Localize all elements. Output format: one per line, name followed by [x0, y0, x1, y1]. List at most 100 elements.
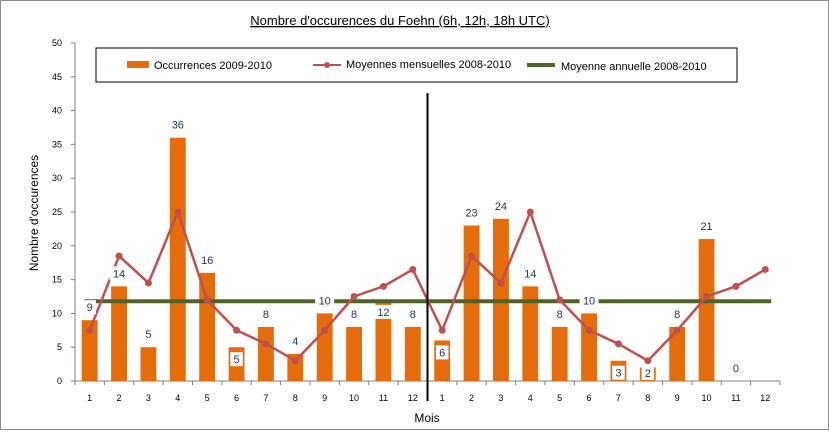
monthly-average-point [144, 279, 152, 287]
x-tick-label: 9 [322, 393, 327, 403]
monthly-average-point [291, 357, 299, 365]
x-tick-label: 11 [379, 393, 388, 403]
monthly-average-point [526, 208, 534, 216]
legend-label-monthly-avg: Moyennes mensuelles 2008-2010 [346, 59, 511, 71]
y-axis-label: Nombre d'occurences [27, 155, 41, 271]
data-label-box [142, 327, 155, 342]
data-label: 10 [319, 295, 331, 307]
data-label: 4 [292, 336, 298, 348]
data-label-box [289, 333, 302, 348]
x-tick-label: 10 [349, 393, 359, 403]
data-label-box [462, 205, 482, 220]
monthly-average-point [644, 357, 652, 365]
x-axis-label: Mois [414, 411, 439, 425]
monthly-average-point [203, 296, 211, 304]
data-label: 10 [583, 295, 595, 307]
legend-marker-monthly-avg [324, 62, 330, 68]
x-tick-label: 8 [645, 393, 650, 403]
data-label-box [553, 306, 566, 321]
x-tick-label: 12 [408, 393, 418, 403]
y-tick-label: 15 [52, 275, 62, 285]
monthly-average-point [703, 293, 711, 300]
monthly-average-point [350, 293, 358, 300]
data-label: 5 [145, 329, 151, 341]
monthly-average-point [585, 326, 593, 334]
y-tick-label: 5 [57, 342, 62, 352]
x-tick-label: 3 [498, 393, 503, 403]
bar [199, 272, 216, 381]
monthly-average-point [321, 326, 329, 334]
legend-swatch-occurrences [127, 61, 149, 68]
y-tick-label: 10 [52, 308, 62, 318]
data-label-box [373, 304, 393, 319]
data-label-box [641, 366, 655, 380]
monthly-average-point [115, 252, 123, 260]
x-tick-label: 11 [731, 393, 740, 403]
bar [140, 347, 157, 381]
chart-title: Nombre d'occurences du Foehn (6h, 12h, 1… [250, 13, 549, 28]
bar [81, 320, 98, 381]
data-label-box [168, 117, 188, 132]
monthly-average-point [86, 326, 94, 334]
bar [463, 225, 480, 381]
monthly-average-point [761, 265, 769, 273]
x-tick-label: 4 [175, 393, 180, 403]
data-label: 24 [495, 201, 507, 213]
x-tick-label: 6 [587, 393, 592, 403]
x-tick-label: 3 [146, 393, 151, 403]
data-label: 3 [615, 368, 621, 380]
bar [669, 326, 686, 381]
data-label-box [347, 306, 361, 321]
monthly-average-point [379, 282, 387, 290]
data-label: 0 [733, 363, 739, 375]
x-tick-label: 4 [528, 393, 533, 403]
data-label: 14 [524, 268, 536, 280]
bar [375, 299, 392, 381]
y-tick-label: 0 [57, 376, 62, 386]
y-tick-label: 45 [52, 72, 62, 82]
bar [287, 353, 304, 381]
bar [404, 326, 421, 381]
data-label: 8 [263, 309, 269, 321]
data-label: 6 [439, 347, 445, 359]
x-tick-label: 7 [263, 393, 268, 403]
data-label: 16 [201, 255, 213, 267]
x-tick-label: 10 [702, 393, 712, 403]
monthly-average-point [438, 326, 446, 334]
y-tick-label: 20 [52, 241, 62, 251]
y-tick-label: 35 [52, 139, 62, 149]
data-label-box [197, 252, 217, 267]
data-label: 8 [557, 309, 563, 321]
x-tick-label: 9 [675, 393, 680, 403]
data-label-box [612, 365, 625, 380]
y-tick-label: 30 [52, 173, 62, 183]
bar [316, 313, 333, 381]
data-label-box [435, 345, 449, 360]
data-label: 2 [645, 368, 651, 380]
x-tick-label: 1 [440, 393, 445, 403]
x-tick-label: 12 [760, 393, 770, 403]
data-label-box [520, 266, 540, 281]
data-label: 12 [377, 307, 389, 319]
monthly-average-point [262, 340, 270, 348]
data-label: 5 [234, 354, 240, 366]
data-label-box [259, 306, 273, 321]
monthly-average-point [233, 326, 241, 334]
data-label: 14 [113, 268, 125, 280]
monthly-average-point [174, 208, 182, 216]
x-tick-label: 6 [234, 393, 239, 403]
data-label-box [406, 306, 420, 321]
bar [111, 286, 127, 381]
data-label-box [230, 352, 243, 367]
y-tick-label: 40 [52, 106, 62, 116]
x-tick-label: 8 [293, 393, 298, 403]
x-tick-label: 2 [469, 393, 474, 403]
bar [522, 286, 539, 381]
monthly-average-point [556, 296, 564, 304]
data-label-box [491, 198, 511, 213]
monthly-average-point [732, 282, 740, 290]
bar [551, 326, 568, 381]
data-label: 36 [172, 120, 184, 132]
